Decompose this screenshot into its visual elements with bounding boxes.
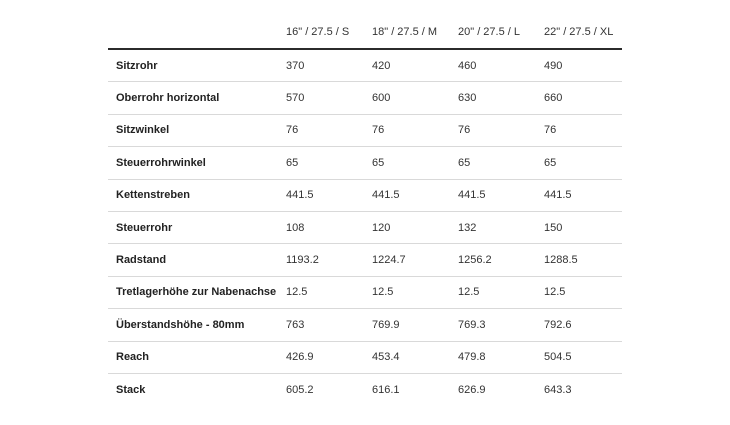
header-label-cell: [108, 16, 278, 50]
value-cell-xl: 1288.5: [536, 243, 622, 277]
value-cell-s: 65: [278, 146, 364, 180]
value-cell-m: 616.1: [372, 383, 400, 396]
table-row: Sitzwinkel 76 76 76 76: [108, 114, 622, 148]
value-cell-xl: 643.3: [544, 383, 572, 396]
value-cell-xl: 441.5: [536, 179, 622, 212]
value-cell-m: 420: [364, 49, 450, 83]
table-body: Sitzrohr 370 420 460 490 Oberrohr horizontal 5…: [108, 49, 622, 405]
value-cell-l: 65: [450, 146, 536, 180]
table-header-row: 16" / 27.5 / S 18" / 27.5 / M 20" / 27.5…: [108, 16, 622, 50]
value-cell-l: 479.8: [450, 341, 536, 374]
value-cell-s: 570: [278, 81, 364, 115]
value-cell-m: 12.5: [364, 276, 450, 310]
value-cell-m: 600: [364, 81, 450, 115]
value-cell-m: 1224.7: [364, 243, 450, 277]
value-cell-s: 441.5: [278, 179, 364, 212]
row-label: Steuerrohrwinkel: [108, 146, 278, 180]
value-cell-s: 370: [278, 49, 364, 83]
table-row: Sitzrohr 370 420 460 490: [108, 49, 622, 83]
row-label: Oberrohr horizontal: [108, 81, 278, 115]
value-cell-l: 769.3: [450, 308, 536, 342]
value-cell-l: 626.9: [458, 383, 486, 396]
table-row: Steuerrohrwinkel 65 65 65 65: [108, 146, 622, 180]
row-label: Überstandshöhe - 80mm: [108, 308, 278, 342]
value-cell-l: 76: [450, 114, 536, 148]
value-cell-s: 76: [278, 114, 364, 148]
value-cell-l: 460: [450, 49, 536, 83]
value-cell-l: 12.5: [450, 276, 536, 310]
table-row: Überstandshöhe - 80mm 763 769.9 769.3 792.6: [108, 308, 622, 342]
value-cell-xl: 504.5: [536, 341, 622, 374]
table-row: Stack 605.2 616.1 626.9 643.3: [108, 373, 622, 405]
value-cell-xl: 792.6: [536, 308, 622, 342]
value-cell-l: 630: [450, 81, 536, 115]
row-label: Sitzrohr: [108, 49, 278, 83]
size-header-m: 18" / 27.5 / M: [364, 16, 450, 50]
value-cell-s: 1193.2: [278, 243, 364, 277]
value-cell-xl: 76: [536, 114, 622, 148]
row-label: Reach: [108, 341, 278, 374]
value-cell-m: 120: [364, 211, 450, 245]
row-label: Kettenstreben: [108, 179, 278, 212]
table-row: Kettenstreben 441.5 441.5 441.5 441.5: [108, 179, 622, 212]
value-cell-m: 441.5: [364, 179, 450, 212]
value-cell-s: 605.2: [286, 383, 314, 396]
value-cell-s: 12.5: [278, 276, 364, 310]
row-label: Sitzwinkel: [108, 114, 278, 148]
size-header-xl: 22" / 27.5 / XL: [536, 16, 622, 50]
value-cell-xl: 150: [536, 211, 622, 245]
row-label: Steuerrohr: [108, 211, 278, 245]
size-header-l: 20" / 27.5 / L: [450, 16, 536, 50]
value-cell-l: 132: [450, 211, 536, 245]
value-cell-s: 108: [278, 211, 364, 245]
table-row: Oberrohr horizontal 570 600 630 660: [108, 81, 622, 115]
value-cell-xl: 12.5: [536, 276, 622, 310]
value-cell-m: 769.9: [364, 308, 450, 342]
value-cell-xl: 490: [536, 49, 622, 83]
row-label: Radstand: [108, 243, 278, 277]
value-cell-m: 65: [364, 146, 450, 180]
value-cell-xl: 65: [536, 146, 622, 180]
value-cell-m: 453.4: [364, 341, 450, 374]
value-cell-s: 763: [278, 308, 364, 342]
value-cell-l: 441.5: [450, 179, 536, 212]
table-row: Steuerrohr 108 120 132 150: [108, 211, 622, 245]
table-row: Reach 426.9 453.4 479.8 504.5: [108, 341, 622, 374]
table-row: Tretlagerhöhe zur Nabenachse 12.5 12.5 12.5…: [108, 276, 622, 310]
value-cell-xl: 660: [536, 81, 622, 115]
size-header-s: 16" / 27.5 / S: [278, 16, 364, 50]
value-cell-s: 426.9: [278, 341, 364, 374]
geometry-table: 16" / 27.5 / S 18" / 27.5 / M 20" / 27.5…: [108, 16, 622, 405]
value-cell-m: 76: [364, 114, 450, 148]
row-label: Tretlagerhöhe zur Nabenachse: [108, 276, 278, 310]
value-cell-l: 1256.2: [450, 243, 536, 277]
row-label: Stack: [116, 383, 146, 396]
table-row: Radstand 1193.2 1224.7 1256.2 1288.5: [108, 243, 622, 277]
